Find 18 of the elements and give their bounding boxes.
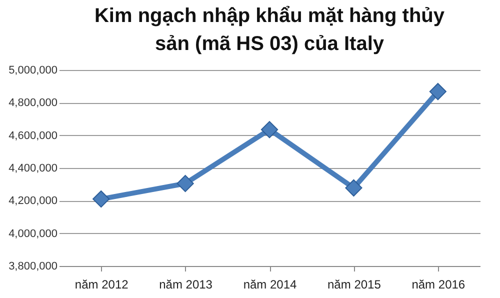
x-tick-label: năm 2016 bbox=[412, 278, 466, 292]
point bbox=[260, 121, 278, 138]
y-tick-label: 3,800,000 bbox=[8, 260, 58, 272]
x-tick-label: năm 2014 bbox=[243, 278, 298, 292]
y-tick-label: 4,400,000 bbox=[8, 162, 58, 174]
point bbox=[176, 174, 194, 192]
y-tick-label: 5,000,000 bbox=[8, 64, 58, 76]
y-tick-label: 4,200,000 bbox=[8, 195, 58, 208]
x-tick-label: năm 2015 bbox=[328, 278, 382, 292]
y-tick-label: 4,000,000 bbox=[8, 228, 58, 240]
point bbox=[92, 190, 110, 208]
x-tick-label: năm 2013 bbox=[159, 278, 213, 292]
point bbox=[345, 179, 362, 196]
point bbox=[429, 83, 446, 100]
chart-title: Kim ngạch nhập khẩu mặt hàng thủy sản (mã HS 03) của Italy bbox=[94, 5, 446, 55]
y-tick-label: 4,800,000 bbox=[8, 97, 58, 110]
x-tick-label: năm 2012 bbox=[74, 278, 129, 292]
y-tick-label: 4,600,000 bbox=[8, 130, 58, 142]
